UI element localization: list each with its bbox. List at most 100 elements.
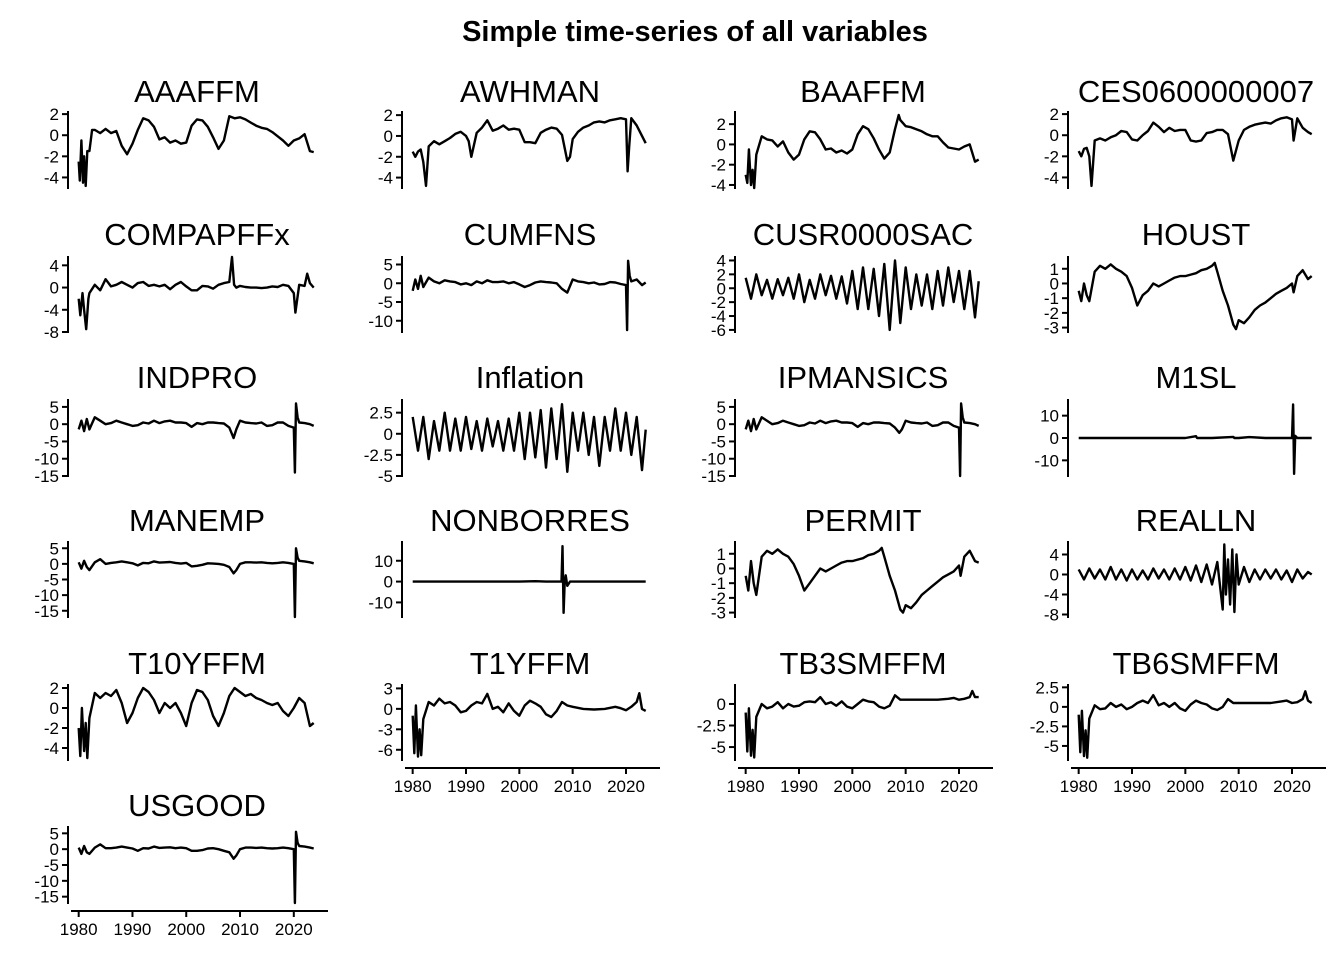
x-tick-label: 2010 [221,920,259,939]
y-tick-label: 5 [50,398,59,417]
y-tick-label: -6 [711,321,726,340]
y-tick-label: 5 [50,824,59,843]
y-tick-label: -4 [44,739,59,758]
y-tick-label: -10 [368,593,393,612]
figure-title: Simple time-series of all variables [462,16,928,48]
series-line [744,259,980,332]
x-tick-label: 2020 [607,777,645,796]
panel-title: TB6SMFFM [1112,646,1279,681]
y-tick-label: -4 [711,176,726,195]
y-tick-label: -8 [44,323,59,342]
panel-title: Inflation [476,360,585,395]
y-tick-label: -2 [44,147,59,166]
y-tick-label: -2 [711,589,726,608]
y-tick-label: 5 [50,539,59,558]
series-line [411,403,647,473]
series-line [77,114,315,188]
y-tick-label: -5 [711,432,726,451]
series-line [77,547,315,619]
panel-title: HOUST [1142,217,1251,252]
panel-houst: HOUST 10-1-2-3 [1044,217,1313,338]
y-tick-label: 10 [1040,407,1059,426]
y-tick-label: -2 [711,293,726,312]
y-tick-label: -4 [1044,168,1059,187]
series-line [1077,543,1313,614]
y-tick-label: -10 [34,872,59,891]
panel-title: MANEMP [129,503,265,538]
y-tick-label: 2 [50,679,59,698]
panel-title: AAAFFM [134,74,260,109]
y-tick-label: -5 [44,432,59,451]
y-tick-label: -10 [34,586,59,605]
y-tick-label: -2 [711,156,726,175]
y-tick-label: -6 [378,741,393,760]
y-tick-label: -5 [44,571,59,590]
x-tick-label: 2020 [1273,777,1311,796]
y-tick-label: -10 [34,450,59,469]
x-tick-label: 1990 [1113,777,1151,796]
y-tick-label: -2 [1044,304,1059,323]
y-tick-label: -2.5 [364,446,393,465]
y-tick-label: 0 [384,425,393,444]
series-line [411,259,647,332]
y-tick-label: -15 [34,888,59,907]
panel-realln: REALLN 40-4-8 [1044,503,1313,625]
series-line [411,692,647,758]
y-tick-label: -5 [1044,737,1059,756]
panel-awhman: AWHMAN 2 0 -2 -4 [378,74,647,189]
y-tick-label: -15 [34,602,59,621]
panel-indpro: INDPRO 50-5-10-15 [34,360,315,486]
y-tick-label: -1 [711,574,726,593]
y-tick-label: -5 [44,856,59,875]
y-tick-label: -4 [711,307,726,326]
y-tick-label: 0 [717,279,726,298]
panel-title: IPMANSICS [778,360,949,395]
y-tick-label: 0 [384,700,393,719]
x-tick-label: 1990 [780,777,818,796]
y-tick-label: -4 [1044,586,1059,605]
panel-title: NONBORRES [430,503,630,538]
y-tick-label: 2 [1050,105,1059,124]
y-tick-label: -2.5 [697,717,726,736]
panel-manemp: MANEMP 50-5-10-15 [34,503,315,621]
y-tick-label: 2.5 [1035,678,1059,697]
panel-compapffx: COMPAPFFx 4 0 -4 -8 [44,217,315,342]
panel-title: INDPRO [137,360,258,395]
y-tick-label: 2 [717,115,726,134]
series-line [744,546,980,614]
y-tick-label: 0 [717,559,726,578]
y-tick-label: -3 [378,720,393,739]
y-tick-label: -4 [44,301,59,320]
series-line [411,116,647,188]
y-tick-label: 2 [50,105,59,124]
series-line [744,113,980,190]
panel-title: T10YFFM [128,646,266,681]
panel-inflation: Inflation 2.5 0 -2.5 -5 [364,360,647,486]
y-tick-label: -4 [378,169,393,188]
series-line [1077,690,1313,759]
x-tick-label: 2010 [1220,777,1258,796]
panel-tb6smffm: TB6SMFFM 2.50-2.5-5 1980 1990 2000 2010 2020 [1030,646,1326,796]
y-tick-label: -2.5 [1030,717,1059,736]
series-line [77,686,315,760]
y-tick-label: 5 [717,398,726,417]
panel-ipmansics: IPMANSICS 50-5-10-15 [701,360,980,486]
x-tick-label: 1990 [114,920,152,939]
x-tick-label: 2000 [1166,777,1204,796]
y-tick-label: 0 [1050,698,1059,717]
y-tick-label: -5 [378,293,393,312]
y-tick-label: -10 [701,450,726,469]
x-tick-label: 2020 [940,777,978,796]
panel-cusr0000sac: CUSR0000SAC 420-2-4-6 [711,217,980,340]
panel-title: CUSR0000SAC [753,217,974,252]
y-tick-label: 0 [1050,429,1059,448]
series-line [77,255,315,331]
y-tick-label: 1 [1050,260,1059,279]
panel-cumfns: CUMFNS 50-5-10 [368,217,647,333]
y-tick-label: 10 [374,552,393,571]
x-tick-label: 2000 [833,777,871,796]
x-tick-label: 2000 [167,920,205,939]
series-line [77,830,314,905]
x-tick-label: 2000 [500,777,538,796]
